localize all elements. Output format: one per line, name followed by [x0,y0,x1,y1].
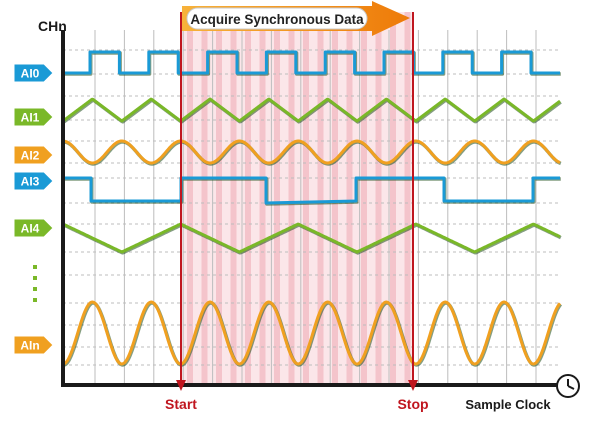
waveform-ai4 [62,222,561,254]
banner-pill [186,7,368,30]
window-stripe [201,12,208,385]
window-stripe [375,12,382,385]
waveform-ai0 [63,50,560,75]
window-stripe [303,12,309,385]
channel-label: AI3 [21,175,40,189]
banner-text: Acquire Synchronous Data [190,12,364,27]
channel-tag-ai1: AI1 [13,107,54,127]
window-stripe [230,12,237,385]
waveform-ai1 [62,97,561,123]
window-stripe [390,12,396,385]
window-stripe [216,12,222,385]
channel-label: AI2 [21,149,40,163]
window-stripe [361,12,367,385]
waveform-ain [62,300,562,366]
y-axis-label: CHn [38,18,67,34]
channel-label: AIn [20,339,39,353]
channel-tag-ai0: AI0 [13,63,54,83]
tag-arrow-icon [13,218,54,238]
tag-arrow-icon [13,145,54,165]
channel-tag-ai4: AI4 [13,218,54,238]
window-stripe [288,12,295,385]
window-stripe [346,12,353,385]
window-stripe [259,12,266,385]
tag-arrow-icon [13,171,54,191]
window-stripe [404,12,411,385]
start-label: Start [165,396,197,412]
channel-label: AI1 [21,111,40,125]
channel-tag-ain: AIn [13,335,54,355]
tag-arrow-icon [13,63,54,83]
waveform-ai3 [63,176,560,205]
window-stripe [187,12,193,385]
start-arrow-icon [176,380,186,391]
stop-arrow-icon [408,380,418,391]
window-stripe [332,12,338,385]
ellipsis-dots [33,265,37,302]
channel-tags: AI0 AI1 AI2 AI3 AI4 AIn [13,63,54,355]
window-stripe [317,12,324,385]
window-stripe [274,12,280,385]
window-stripe [245,12,251,385]
channel-waveforms [62,50,563,367]
stop-label: Stop [397,396,428,412]
waveform-ai2 [62,139,561,165]
time-grid [94,30,537,385]
tag-arrow-icon [13,107,54,127]
tag-arrow-icon [13,335,54,355]
channel-label: AI4 [21,222,40,236]
x-axis-label: Sample Clock [465,397,551,412]
channel-label: AI0 [21,67,40,81]
channel-tag-ai3: AI3 [13,171,54,191]
channel-tag-ai2: AI2 [13,145,54,165]
clock-icon [556,374,580,398]
